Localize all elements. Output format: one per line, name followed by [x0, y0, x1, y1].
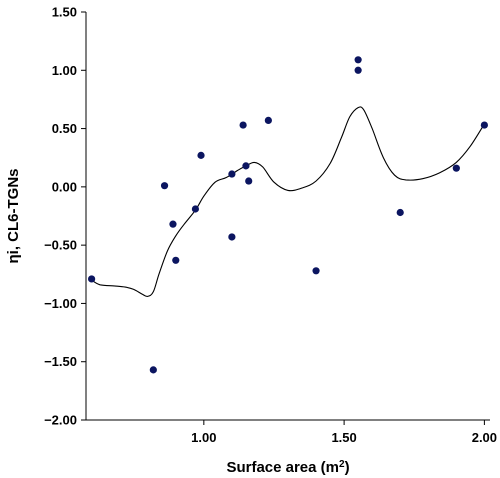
y-axis-title: ηi, CL6-TGNs [5, 168, 22, 263]
data-point [480, 121, 488, 129]
y-tick-label: −1.50 [44, 354, 77, 369]
y-tick-label: 1.50 [52, 5, 77, 20]
y-tick-label: 0.00 [52, 179, 77, 194]
data-point [228, 170, 236, 178]
x-tick-label: 1.00 [191, 430, 216, 445]
y-tick-label: −2.00 [44, 413, 77, 428]
y-tick-label: −1.00 [44, 296, 77, 311]
y-tick-label: 1.00 [52, 63, 77, 78]
axes [85, 12, 490, 421]
data-point [172, 256, 180, 264]
x-tick-label: 2.00 [472, 430, 497, 445]
data-point [242, 162, 250, 170]
data-point [354, 56, 362, 64]
data-point [239, 121, 247, 129]
data-point [160, 182, 169, 190]
y-tick-label: 0.50 [52, 121, 77, 136]
x-axis-title-main: Surface area (m [226, 459, 339, 476]
data-point [197, 151, 205, 159]
x-axis-ticks: 1.00 1.50 2.00 [191, 420, 497, 445]
data-points [88, 56, 488, 374]
x-axis-title: Surface area (m2) [226, 459, 349, 477]
data-point [452, 164, 460, 172]
data-point [245, 177, 253, 185]
data-point [396, 208, 404, 217]
data-point [88, 275, 96, 283]
y-tick-label: −0.50 [44, 238, 77, 253]
data-point [312, 267, 320, 275]
data-point [169, 220, 177, 228]
data-point [264, 116, 272, 125]
data-point [228, 233, 236, 241]
x-tick-label: 1.50 [331, 430, 356, 445]
smooth-curve [91, 106, 485, 298]
y-axis-ticks: −2.00 −1.50 −1.00 −0.50 0.00 0.50 1.00 1.50 [44, 5, 86, 428]
data-point [191, 205, 200, 213]
data-point [149, 366, 157, 374]
x-axis-title-close: ) [345, 459, 350, 476]
x-axis-title-superscript: 2 [339, 459, 345, 470]
data-point [354, 66, 362, 74]
